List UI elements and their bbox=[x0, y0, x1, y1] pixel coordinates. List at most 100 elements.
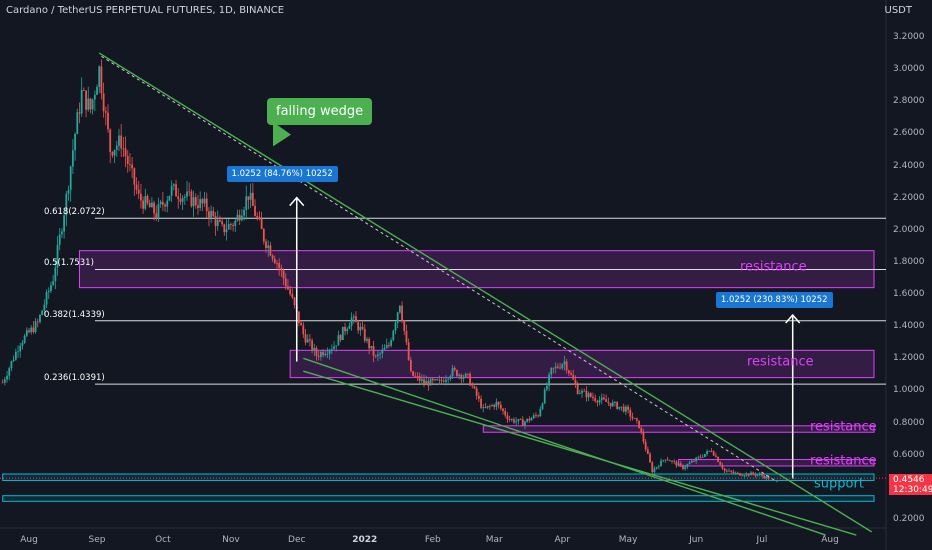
candle-body bbox=[330, 349, 333, 351]
candle-body bbox=[616, 402, 619, 409]
time-tick: Nov bbox=[222, 535, 240, 545]
candle-body bbox=[491, 405, 493, 407]
candle-body bbox=[100, 66, 103, 94]
candle-body bbox=[302, 325, 305, 335]
candle-body bbox=[82, 89, 85, 91]
candle-body bbox=[234, 220, 237, 226]
candle-body bbox=[166, 200, 169, 207]
falling-wedge-callout[interactable]: falling wedge bbox=[267, 98, 373, 125]
candle-body bbox=[109, 129, 112, 153]
time-tick: Mar bbox=[485, 535, 503, 545]
time-tick: May bbox=[618, 535, 638, 545]
candle-body bbox=[761, 474, 763, 476]
candle-body bbox=[229, 224, 232, 225]
candle-body bbox=[592, 396, 594, 399]
candle-body bbox=[91, 99, 94, 110]
candle-body bbox=[657, 466, 660, 468]
candle-body bbox=[427, 380, 430, 386]
candle-body bbox=[208, 211, 210, 218]
chart-title: Cardano / TetherUS PERPETUAL FUTURES, 1D… bbox=[6, 5, 285, 16]
price-tick: 1.4000 bbox=[893, 321, 925, 332]
candle-body bbox=[548, 374, 551, 386]
candle-body bbox=[456, 369, 458, 377]
candle-body bbox=[199, 199, 202, 209]
candle-body bbox=[499, 404, 502, 409]
candle-body bbox=[418, 376, 421, 381]
candle-body bbox=[673, 460, 676, 462]
candle-body bbox=[120, 135, 123, 149]
fib-label-1: 0.5(1.7531) bbox=[44, 258, 94, 269]
candle-body bbox=[416, 376, 419, 377]
time-tick: Feb bbox=[424, 535, 441, 545]
candle-body bbox=[578, 393, 581, 395]
candle-body bbox=[188, 191, 191, 193]
candle-body bbox=[618, 406, 621, 409]
candle-body bbox=[183, 196, 186, 198]
candle-body bbox=[596, 400, 599, 403]
candle-body bbox=[686, 464, 689, 468]
candle-body bbox=[45, 292, 48, 305]
candle-body bbox=[23, 335, 26, 343]
candle-body bbox=[736, 472, 739, 474]
zone-label-0: resistance bbox=[740, 259, 807, 275]
candle-body bbox=[565, 361, 568, 371]
candle-body bbox=[256, 215, 259, 218]
candle-body bbox=[583, 390, 586, 392]
candle-body bbox=[631, 416, 634, 419]
zone-label-3: resistance bbox=[810, 453, 877, 469]
candle-body bbox=[251, 192, 254, 206]
candle-body bbox=[315, 347, 318, 356]
candle-body bbox=[638, 420, 640, 429]
candle-body bbox=[98, 66, 101, 87]
candle-body bbox=[339, 335, 342, 340]
candle-body bbox=[140, 193, 142, 201]
candle-body bbox=[361, 326, 364, 329]
candle-body bbox=[118, 135, 120, 146]
candle-body bbox=[135, 184, 138, 190]
candle-body bbox=[671, 460, 673, 462]
candle-body bbox=[649, 454, 651, 463]
candle-body bbox=[473, 386, 476, 389]
candle-body bbox=[392, 330, 395, 341]
candle-body bbox=[589, 393, 592, 397]
candle-body bbox=[747, 473, 750, 476]
candle-body bbox=[304, 334, 307, 343]
wedge-line-2 bbox=[303, 357, 826, 536]
candle-body bbox=[546, 385, 548, 390]
candle-body bbox=[225, 229, 228, 233]
candle-body bbox=[190, 191, 193, 207]
candle-body bbox=[71, 150, 74, 167]
candle-body bbox=[469, 373, 471, 386]
candle-body bbox=[532, 415, 535, 419]
candle-body bbox=[581, 390, 583, 394]
candle-body bbox=[420, 379, 423, 381]
candle-body bbox=[104, 111, 107, 113]
candle-body bbox=[396, 312, 399, 323]
price-tick: 1.2000 bbox=[893, 353, 925, 364]
candle-body bbox=[398, 305, 401, 313]
price-tick: 2.2000 bbox=[893, 192, 925, 203]
zone-box-1 bbox=[289, 349, 875, 379]
candle-body bbox=[679, 463, 682, 466]
candle-body bbox=[508, 419, 511, 420]
candle-body bbox=[668, 460, 671, 462]
candle-body bbox=[609, 402, 612, 407]
bar-countdown: 12:30:49 bbox=[893, 485, 932, 495]
zone-label-4: support bbox=[814, 476, 864, 492]
candle-body bbox=[236, 214, 239, 221]
candle-body bbox=[438, 379, 441, 381]
candle-body bbox=[177, 196, 180, 200]
candle-body bbox=[271, 255, 274, 259]
candle-body bbox=[155, 213, 158, 218]
time-tick: Aug bbox=[20, 535, 38, 545]
fib-label-3: 0.236(1.0391) bbox=[44, 373, 105, 384]
candle-body bbox=[113, 149, 116, 156]
candle-body bbox=[436, 379, 439, 381]
candle-body bbox=[363, 328, 366, 341]
candle-body bbox=[28, 330, 30, 333]
time-tick: Jul bbox=[756, 535, 768, 545]
candle-body bbox=[653, 468, 656, 473]
candle-body bbox=[111, 152, 114, 156]
candle-body bbox=[247, 196, 250, 200]
